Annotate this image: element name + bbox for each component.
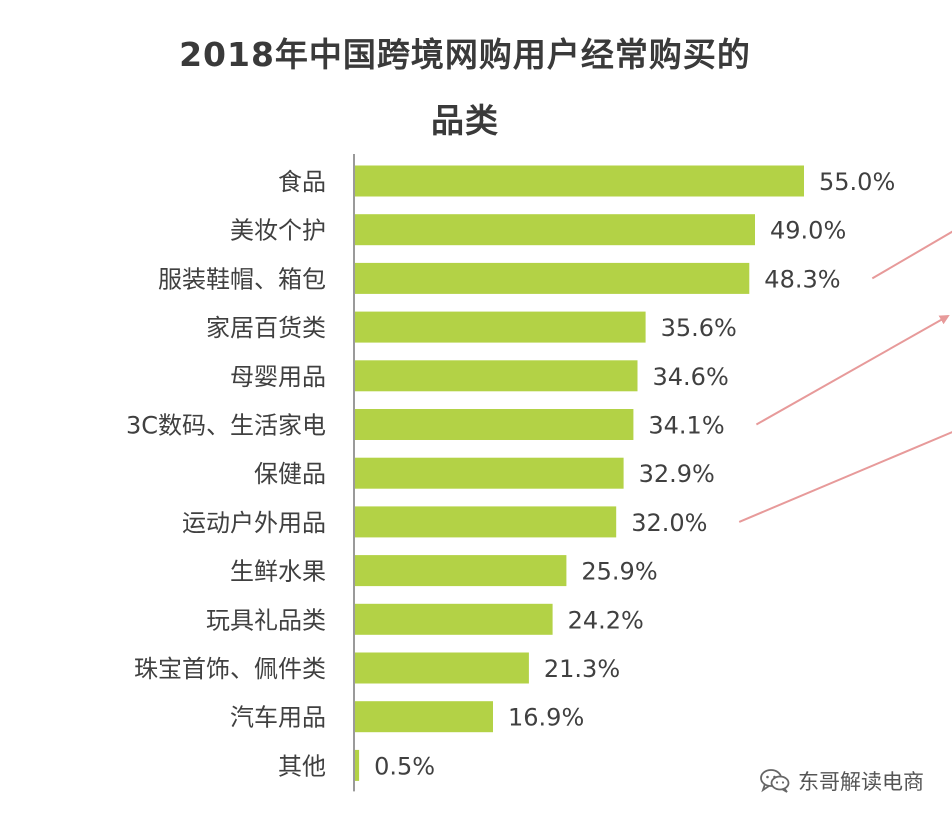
bar — [355, 652, 529, 684]
data-label: 49.0% — [770, 217, 846, 245]
category-label: 运动户外用品 — [182, 509, 326, 537]
category-label: 玩具礼品类 — [206, 606, 326, 634]
wechat-icon — [760, 768, 790, 794]
category-label: 美妆个护 — [230, 217, 326, 245]
data-label: 48.3% — [764, 265, 840, 293]
data-label: 32.0% — [631, 509, 707, 537]
category-label: 3C数码、生活家电 — [126, 412, 326, 440]
watermark: 东哥解读电商 — [760, 766, 924, 796]
category-label: 珠宝首饰、佩件类 — [134, 655, 326, 683]
bar — [355, 214, 755, 246]
chart-title-line-1: 2018年中国跨境网购用户经常购买的 — [179, 35, 751, 74]
category-label: 保健品 — [254, 460, 326, 488]
highlight-arrow — [755, 315, 950, 426]
category-label: 母婴用品 — [230, 363, 326, 391]
bar — [355, 555, 567, 587]
bar — [355, 457, 624, 489]
data-label: 25.9% — [581, 558, 657, 586]
bar — [355, 262, 750, 294]
highlight-arrow — [871, 230, 952, 280]
watermark-text: 东哥解读电商 — [798, 770, 924, 794]
data-label: 24.2% — [568, 606, 644, 634]
data-label: 34.1% — [648, 412, 724, 440]
data-label: 55.0% — [819, 168, 895, 196]
chart-title-line-2: 品类 — [431, 101, 499, 140]
bar — [355, 603, 553, 635]
category-label: 食品 — [278, 168, 326, 196]
data-label: 32.9% — [639, 460, 715, 488]
highlight-arrow — [738, 431, 952, 523]
bar — [355, 360, 638, 392]
category-label: 生鲜水果 — [230, 558, 326, 586]
bar — [355, 311, 646, 343]
data-label: 21.3% — [544, 655, 620, 683]
data-label: 34.6% — [653, 363, 729, 391]
category-label: 其他 — [278, 752, 326, 780]
category-label: 家居百货类 — [206, 314, 326, 342]
data-label: 16.9% — [508, 704, 584, 732]
bar — [355, 165, 804, 197]
data-label: 0.5% — [374, 752, 435, 780]
bar — [355, 506, 617, 538]
category-label: 汽车用品 — [230, 704, 326, 732]
category-label: 服装鞋帽、箱包 — [158, 265, 326, 293]
bar — [355, 701, 493, 733]
data-label: 35.6% — [661, 314, 737, 342]
bar — [355, 409, 634, 440]
bar — [355, 749, 360, 781]
